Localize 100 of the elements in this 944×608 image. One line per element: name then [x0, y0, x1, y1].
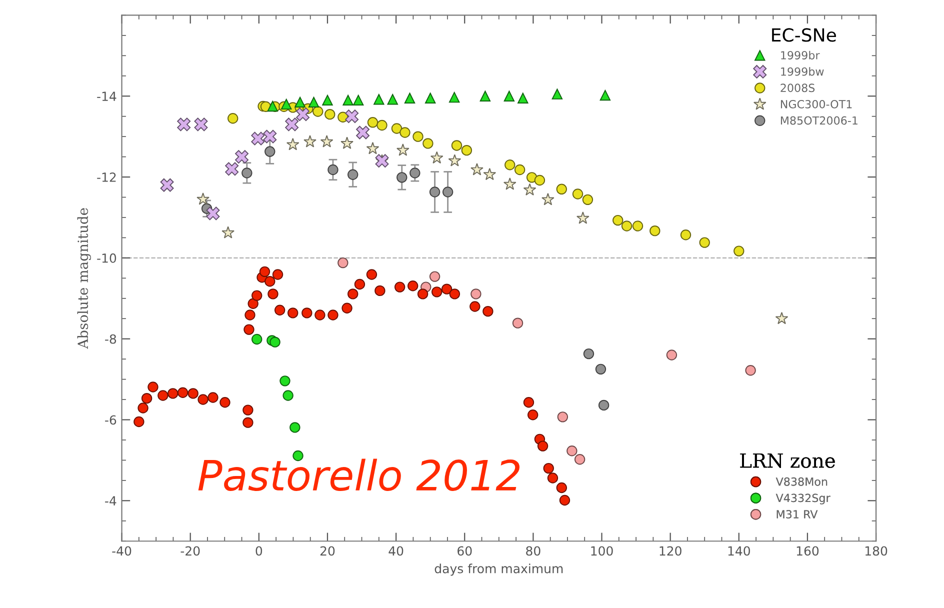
point [320, 135, 334, 148]
point [461, 144, 472, 156]
point [595, 364, 606, 375]
point [324, 108, 336, 120]
y-tick-label: -6 [105, 415, 116, 425]
legend-label: M31 RV [776, 510, 818, 518]
y-tick-label: -14 [97, 92, 116, 101]
point [576, 212, 590, 224]
point [322, 94, 333, 106]
point [158, 390, 168, 401]
point [302, 308, 312, 318]
point [206, 206, 220, 220]
point [566, 446, 578, 456]
point [448, 92, 460, 103]
x-tick-label: 0 [256, 546, 262, 556]
point [294, 96, 306, 108]
point [734, 246, 744, 256]
point [282, 390, 294, 401]
point [259, 266, 270, 278]
point [582, 194, 594, 206]
point [547, 472, 558, 484]
point [194, 118, 208, 132]
point [338, 257, 348, 268]
point [345, 110, 359, 124]
legend-label: 1999br [781, 50, 820, 60]
point [394, 282, 406, 292]
point [417, 288, 428, 300]
point [312, 106, 324, 117]
point [340, 136, 354, 149]
point [600, 90, 611, 101]
point [264, 276, 276, 287]
point [680, 230, 692, 240]
point [208, 392, 218, 403]
point [412, 131, 424, 142]
point [424, 92, 436, 104]
x-tick-label: 60 [458, 546, 472, 556]
point [537, 440, 548, 452]
point [367, 117, 378, 128]
x-tick-label: 140 [728, 546, 750, 556]
point [296, 108, 310, 122]
x-tick-label: 160 [796, 546, 819, 556]
point [612, 214, 624, 226]
point [408, 280, 418, 292]
point [220, 397, 230, 408]
point [556, 184, 567, 195]
point [442, 186, 454, 198]
point [348, 169, 358, 180]
legend-label: 1999bw [781, 67, 824, 76]
x-tick-label: -20 [180, 546, 200, 556]
point [225, 162, 239, 176]
point [429, 271, 440, 282]
x-tick-label: 100 [591, 546, 613, 556]
point [470, 301, 480, 312]
point [177, 387, 188, 398]
x-tick-label: 180 [865, 546, 888, 556]
point [196, 192, 210, 205]
point [308, 96, 320, 108]
point [244, 310, 256, 320]
annotation: EC-SNe [772, 28, 836, 42]
point [666, 350, 678, 360]
point [470, 163, 484, 176]
x-tick-label: 120 [660, 546, 682, 556]
point [400, 127, 410, 138]
legend-label: M85OT2006-1 [780, 116, 858, 125]
point [148, 382, 158, 392]
point [342, 94, 354, 106]
point [160, 178, 174, 192]
y-axis-title: Absolute magnitude [77, 208, 91, 349]
x-tick-label: 80 [526, 546, 540, 556]
point [263, 130, 277, 144]
point [138, 402, 148, 414]
y-tick-label: -10 [97, 253, 116, 263]
x-axis-title: days from maximum [434, 564, 563, 576]
point [248, 298, 258, 309]
point [404, 92, 416, 104]
point [374, 94, 384, 105]
point [543, 462, 554, 474]
point [574, 454, 586, 465]
legend-label: V4332Sgr [776, 494, 830, 504]
point [376, 120, 388, 131]
point [396, 172, 408, 183]
point [244, 324, 254, 335]
point [559, 494, 570, 506]
point [387, 94, 398, 105]
point [482, 306, 494, 317]
point [328, 310, 338, 320]
point [242, 417, 254, 428]
x-tick-label: 20 [320, 546, 335, 556]
point [177, 118, 191, 132]
point [512, 318, 524, 328]
point [272, 269, 284, 280]
point [222, 226, 234, 238]
point [523, 397, 534, 408]
point [504, 160, 516, 170]
point [270, 336, 280, 348]
annotation: Pastorello 2012 [198, 458, 520, 491]
legend-label: NGC300-OT1 [780, 100, 852, 108]
point [280, 98, 292, 110]
point [391, 123, 402, 134]
point [470, 288, 482, 300]
